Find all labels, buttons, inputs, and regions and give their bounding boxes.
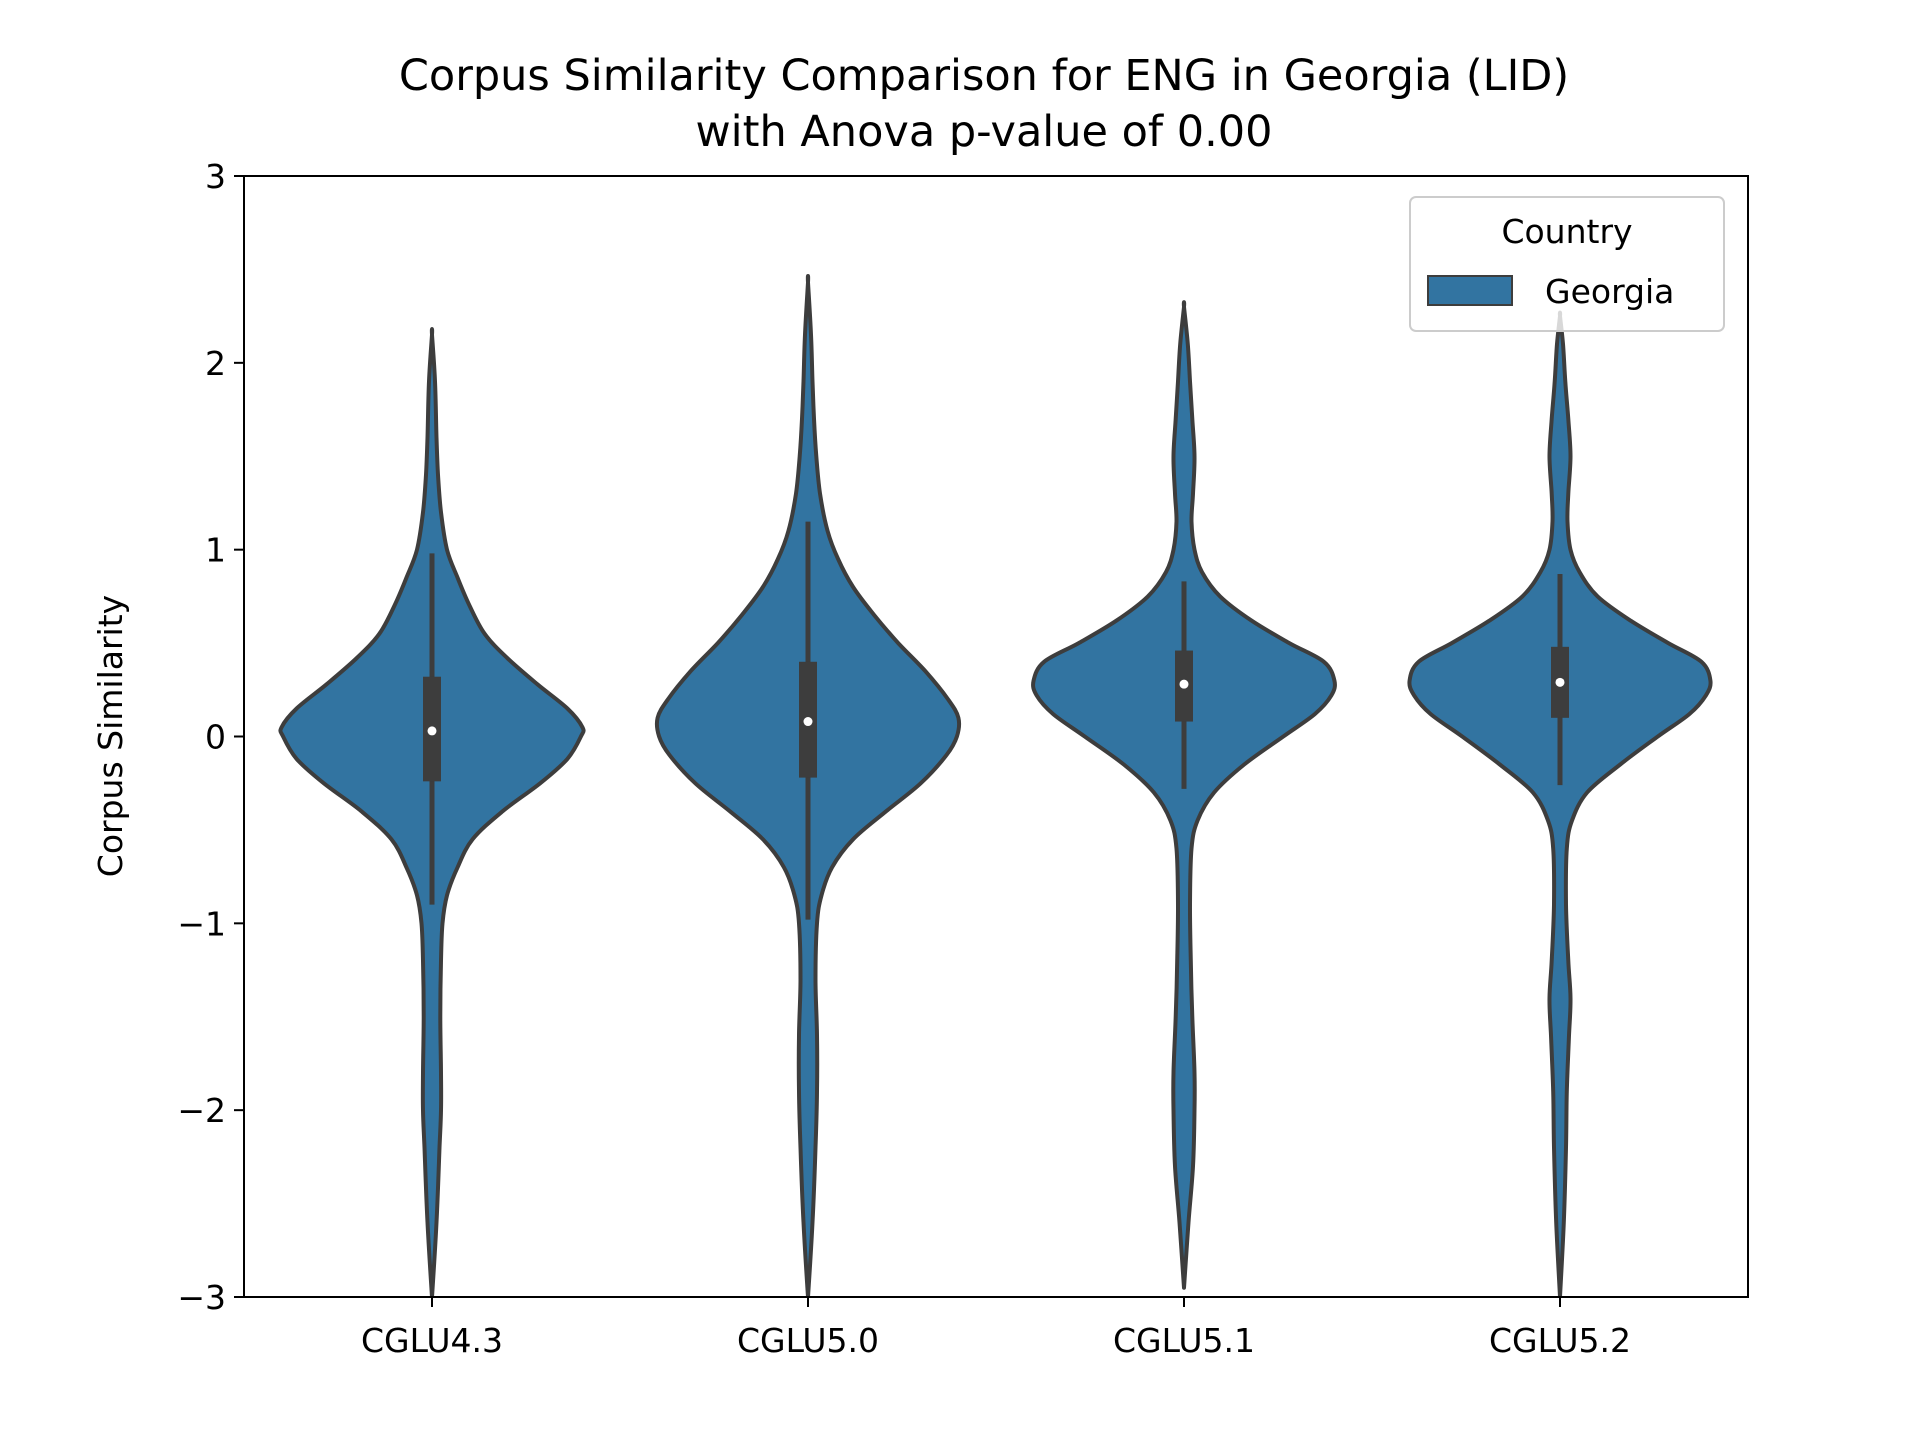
x-axis: CGLU4.3 CGLU5.0 CGLU5.1 CGLU5.2 <box>361 1297 1631 1360</box>
y-tick-label: 2 <box>205 344 226 383</box>
y-tick-label: 1 <box>205 531 226 570</box>
x-tick-label: CGLU5.0 <box>737 1321 879 1360</box>
y-axis-label: Corpus Similarity <box>91 595 130 877</box>
median-dot-cglu4-3 <box>427 726 437 736</box>
x-tick-label: CGLU5.2 <box>1489 1321 1631 1360</box>
median-dot-cglu5-1 <box>1179 679 1189 689</box>
median-dot-cglu5-0 <box>803 717 813 727</box>
y-tick-label: 0 <box>205 718 226 757</box>
legend-entry-georgia: Georgia <box>1545 272 1674 311</box>
y-axis: −3 −2 −1 0 1 2 3 <box>177 157 244 1317</box>
x-tick-label: CGLU5.1 <box>1113 1321 1255 1360</box>
violin-cglu5-1 <box>1031 300 1337 1290</box>
chart-subtitle: with Anova p-value of 0.00 <box>696 107 1273 157</box>
median-dot-cglu5-2 <box>1555 677 1565 687</box>
y-tick-label: −2 <box>177 1091 226 1130</box>
y-tick-label: −3 <box>177 1278 226 1317</box>
legend-title: Country <box>1501 212 1632 251</box>
legend: Country Georgia <box>1409 196 1725 332</box>
y-tick-label: 3 <box>205 157 226 196</box>
legend-swatch-georgia <box>1427 275 1513 306</box>
violins-layer <box>278 273 1713 1297</box>
x-tick-label: CGLU4.3 <box>361 1321 503 1360</box>
violins-clip-group <box>278 273 1713 1297</box>
plot-frame <box>243 175 1749 1298</box>
chart-title: Corpus Similarity Comparison for ENG in … <box>399 51 1569 101</box>
y-tick-label: −1 <box>177 904 226 943</box>
